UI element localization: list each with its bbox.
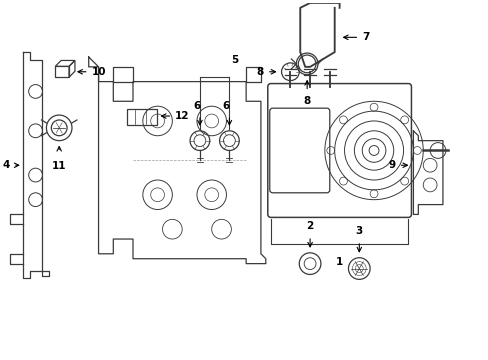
Text: 11: 11 bbox=[52, 161, 66, 171]
Text: 7: 7 bbox=[362, 32, 369, 42]
Text: 10: 10 bbox=[91, 67, 106, 77]
Text: 6: 6 bbox=[223, 101, 230, 111]
Text: 1: 1 bbox=[335, 257, 343, 267]
Text: 8: 8 bbox=[303, 96, 310, 106]
Text: 2: 2 bbox=[306, 221, 313, 231]
Text: 8: 8 bbox=[256, 67, 264, 77]
Text: 4: 4 bbox=[2, 160, 10, 170]
Text: 3: 3 bbox=[355, 226, 362, 236]
Text: 12: 12 bbox=[175, 111, 189, 121]
Text: 6: 6 bbox=[193, 101, 200, 111]
Text: 5: 5 bbox=[230, 55, 238, 65]
Text: 9: 9 bbox=[388, 160, 395, 170]
